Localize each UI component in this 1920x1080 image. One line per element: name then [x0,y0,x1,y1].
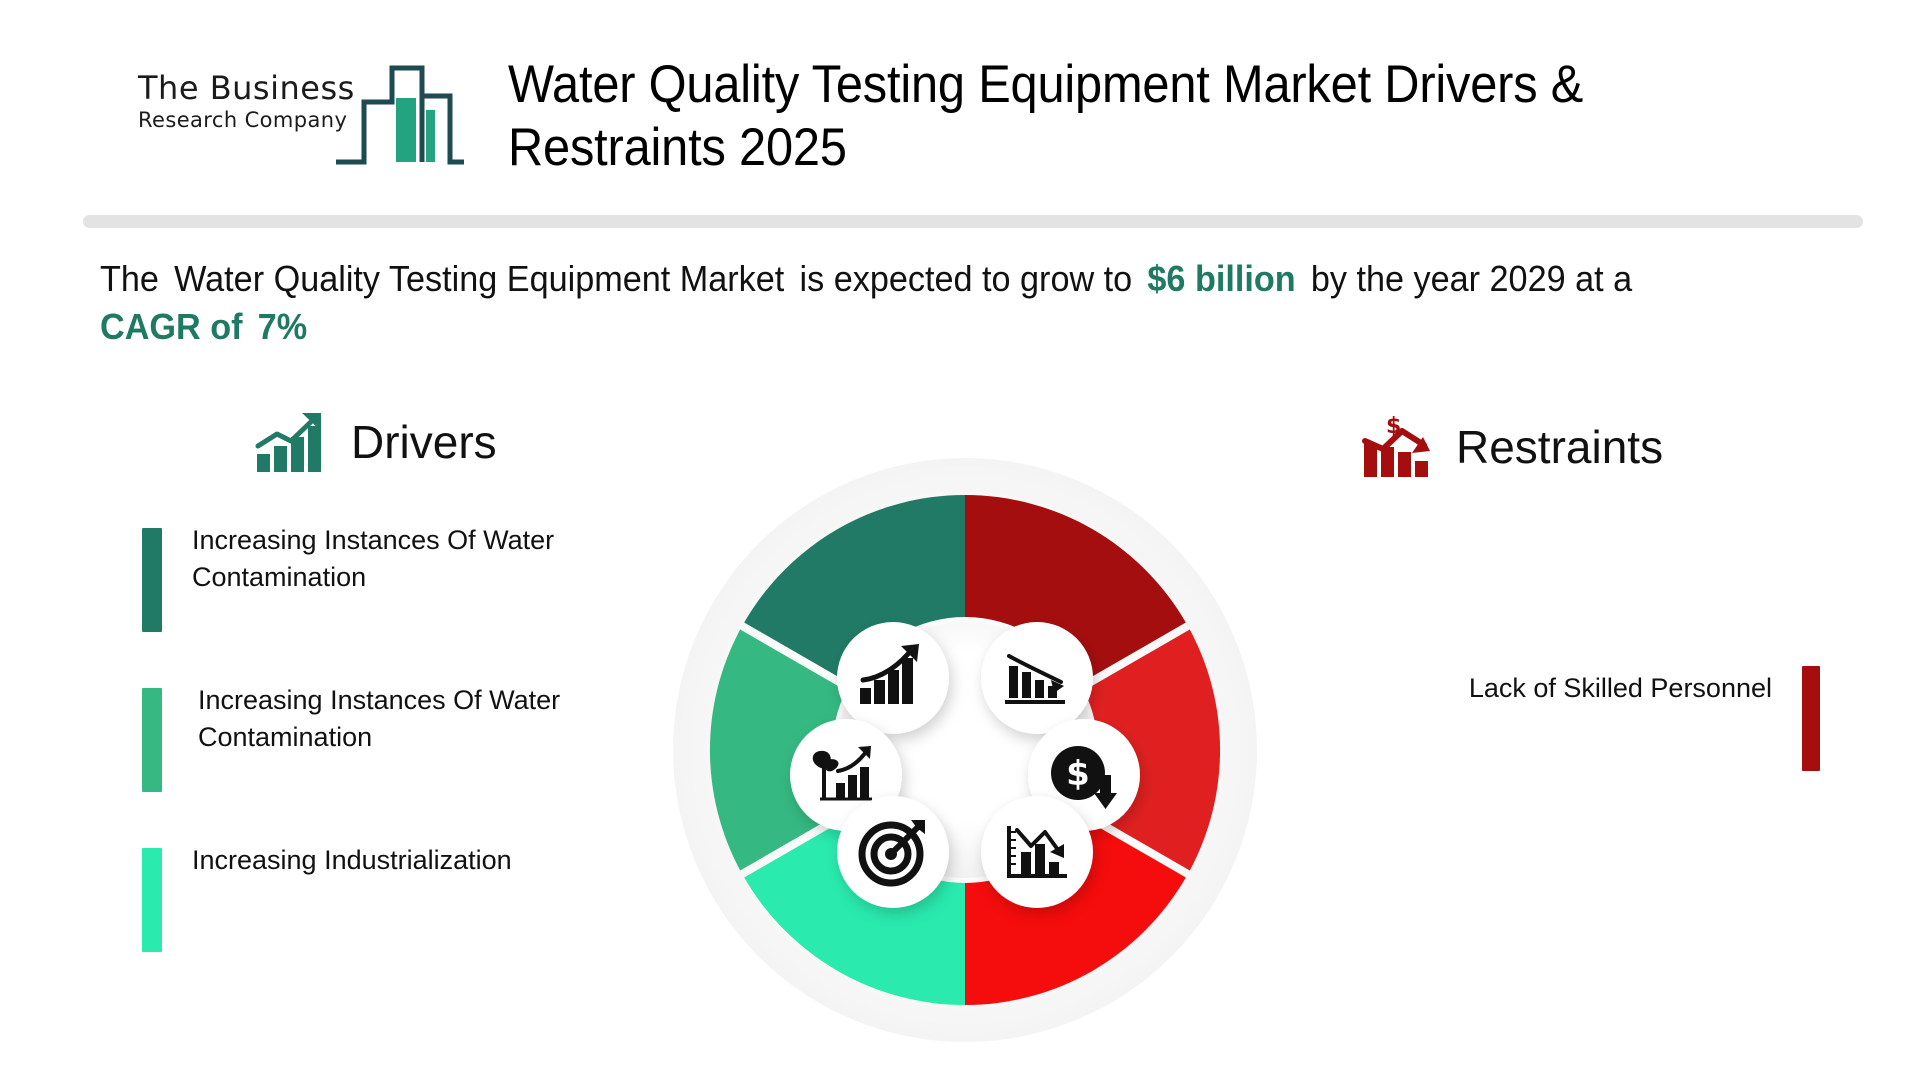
svg-text:$: $ [1066,754,1090,794]
driver-color-bar [142,528,162,632]
wheel-icon-growth-bar-chart-arrow-up [837,622,949,734]
company-logo: The Business Research Company [138,58,468,173]
drivers-heading: Drivers [255,410,497,474]
restraints-heading: $ Restraints [1360,415,1663,479]
restraint-label: Lack of Skilled Personnel [1468,673,1772,703]
driver-label: Increasing Industrialization [192,845,512,875]
svg-text:$: $ [1386,415,1401,439]
logo-line-2: Research Company [138,107,348,132]
bar-chart-logo-mark-icon [336,65,464,165]
restraint-color-bar [1802,666,1820,771]
drivers-list: Increasing Instances Of Water Contaminat… [142,522,662,1002]
header: The Business Research Company Water Qual… [0,0,1920,205]
wheel-icon-declining-bar-chart-arrow [981,796,1093,908]
summary-lead: The [100,258,159,299]
driver-color-bar [142,848,162,952]
summary-tail: by the year 2029 at a [1310,258,1633,299]
driver-item: Increasing Instances Of Water Contaminat… [142,682,662,842]
page-title: Water Quality Testing Equipment Market D… [508,55,1584,177]
wheel-segment-restraint-3 [965,816,1186,1005]
logo-line-1: The Business [138,69,355,107]
market-summary-sentence: The Water Quality Testing Equipment Marke… [100,255,1772,350]
wheel-icon-target-dartboard [837,796,949,908]
summary-cagr-label: CAGR of [100,305,243,347]
wheel-icon-declining-line-bar-chart [981,622,1093,734]
drivers-heading-label: Drivers [351,416,497,468]
driver-label: Increasing Instances Of Water Contaminat… [192,525,555,592]
summary-market-value: $6 billion [1147,258,1296,299]
driver-item: Increasing Instances Of Water Contaminat… [142,522,662,682]
header-divider [83,215,1863,228]
restraint-item: Lack of Skilled Personnel [1380,660,1820,810]
drivers-restraints-wheel: $ [660,445,1270,1055]
restraints-heading-label: Restraints [1456,421,1664,473]
restraints-list: Lack of Skilled Personnel [1380,660,1820,810]
summary-cagr-value: 7% [257,305,308,347]
summary-middle: is expected to grow to [799,258,1133,299]
driver-label: Increasing Instances Of Water Contaminat… [198,685,561,752]
driver-color-bar [142,688,162,792]
rising-bar-chart-icon [255,413,321,472]
wheel-segment-driver-1 [744,495,965,684]
driver-item: Increasing Industrialization [142,842,662,1002]
falling-bar-chart-dollar-icon: $ [1362,415,1430,477]
logo-text: The Business Research Company [138,69,355,132]
wheel-segment-driver-3 [744,816,965,1005]
wheel-chart: $ [673,458,1257,1042]
summary-market-name: Water Quality Testing Equipment Market [174,258,785,299]
wheel-segment-restraint-1 [965,495,1186,684]
